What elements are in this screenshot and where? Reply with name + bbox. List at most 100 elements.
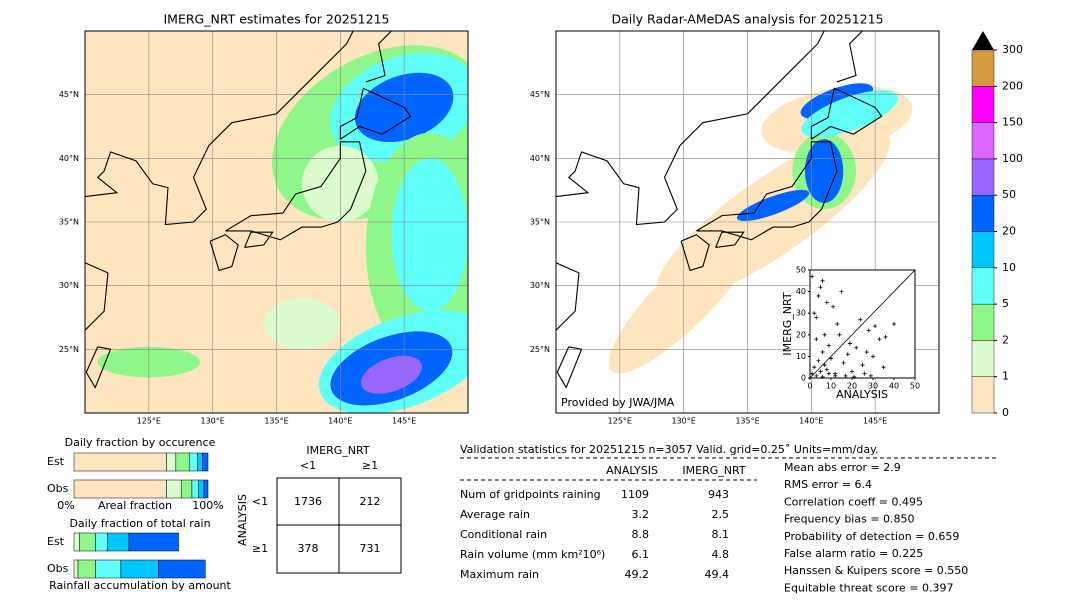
fraction-segment [79, 532, 96, 552]
map-frame [84, 30, 469, 414]
scatter-point [816, 293, 821, 298]
y-tick-label: 30 [796, 309, 806, 318]
scatter-point [826, 371, 831, 376]
column-header: ANALYSIS [606, 464, 658, 477]
lon-label: 140°E [799, 417, 823, 426]
rain-area [801, 90, 898, 138]
colorbar-segment [971, 194, 995, 232]
scatter-point [871, 354, 875, 359]
map-title: IMERG_NRT estimates for 20251215 [163, 12, 389, 27]
stat-name: Conditional rain [460, 528, 547, 541]
coastline [715, 231, 745, 249]
fraction-segment [166, 452, 177, 472]
lat-label: 45°N [59, 90, 79, 99]
col-label: <1 [300, 459, 316, 472]
lat-label: 45°N [530, 90, 550, 99]
colorbar-label: 10 [1002, 261, 1016, 274]
row-label: Est [47, 455, 65, 468]
scatter-point [881, 365, 886, 370]
colorbar-label: 2 [1002, 333, 1009, 346]
colorbar-label: 50 [1002, 188, 1016, 201]
scatter-point [852, 374, 857, 379]
colorbar-label: 0 [1002, 406, 1009, 419]
rain-area [263, 298, 341, 350]
stat-value: 8.1 [712, 528, 730, 541]
fraction-segment [166, 479, 182, 499]
score: RMS error = 6.4 [784, 478, 872, 491]
table-title: IMERG_NRT [306, 444, 369, 457]
stat-value: 49.4 [705, 568, 730, 581]
stat-value: 2.5 [712, 508, 730, 521]
axis-label: 0% [57, 499, 74, 512]
x-axis-label: ANALYSIS [836, 388, 888, 401]
colorbar-label: 300 [1002, 43, 1023, 56]
stat-value: 943 [708, 488, 729, 501]
lat-label: 35°N [530, 218, 550, 227]
colorbar-segment [971, 303, 995, 341]
score: Equitable threat score = 0.397 [784, 581, 953, 594]
col-label: ≥1 [362, 459, 378, 472]
lat-label: 40°N [530, 154, 550, 163]
panel-title: Daily fraction by occurence [65, 436, 216, 449]
fraction-segment [198, 479, 205, 499]
row-label: ≥1 [252, 542, 268, 555]
fraction-segment [203, 479, 209, 499]
scatter-point [850, 369, 854, 374]
lat-label: 25°N [530, 345, 550, 354]
scatter-point [833, 373, 838, 378]
stat-value: 49.2 [625, 568, 650, 581]
scatter-point [835, 322, 840, 326]
lon-label: 145°E [863, 417, 887, 426]
fraction-segment [73, 559, 79, 579]
colorbar-label: 150 [1002, 116, 1023, 129]
scatter-point [883, 334, 888, 339]
column-header: IMERG_NRT [682, 464, 745, 477]
coastline [244, 231, 274, 249]
scatter-point [837, 332, 842, 337]
colorbar-segment [971, 86, 995, 123]
fraction-segment [191, 479, 199, 499]
scatter-point [826, 343, 831, 348]
lon-label: 145°E [392, 417, 416, 426]
lat-label: 35°N [59, 218, 79, 227]
score: Correlation coeff = 0.495 [784, 495, 923, 508]
coastline [696, 141, 838, 241]
scatter-point [841, 360, 846, 365]
fraction-segment [180, 479, 193, 499]
lat-label: 30°N [59, 281, 79, 290]
scatter-point [839, 289, 844, 294]
y-tick-label: 20 [796, 330, 806, 339]
scatter-point [845, 352, 850, 357]
colorbar-label: 1 [1002, 370, 1009, 383]
coastline [810, 87, 883, 140]
diagonal [809, 269, 916, 379]
fraction-segment [73, 479, 167, 499]
x-tick-label: 0 [807, 382, 812, 391]
table-cell: 731 [360, 542, 381, 555]
scatter-point [824, 367, 829, 372]
x-tick-label: 40 [889, 382, 899, 391]
x-tick-label: 50 [910, 382, 920, 391]
fraction-segment [175, 452, 190, 472]
stat-name: Rain volume (mm km²10⁶) [460, 548, 605, 561]
axis-label: Areal fraction [98, 499, 172, 512]
scatter-point [822, 363, 827, 368]
lon-label: 125°E [608, 417, 632, 426]
fraction-segment [128, 532, 179, 552]
coastline [209, 234, 239, 272]
colorbar-segment [971, 122, 995, 160]
colorbar-segment [971, 267, 995, 305]
map-title: Daily Radar-AMeDAS analysis for 20251215 [611, 12, 883, 27]
stat-name: Maximum rain [460, 568, 539, 581]
fraction-segment [73, 452, 167, 472]
fraction-segment [202, 452, 209, 472]
colorbar-extend [972, 31, 994, 50]
coastline [836, 31, 863, 83]
coastline [339, 87, 412, 140]
rain-area [736, 189, 810, 221]
table-title: ANALYSIS [236, 494, 249, 546]
scatter-point [814, 373, 819, 378]
scatter-point [877, 337, 882, 342]
colorbar-segment [971, 49, 995, 87]
scatter-point [831, 304, 836, 309]
